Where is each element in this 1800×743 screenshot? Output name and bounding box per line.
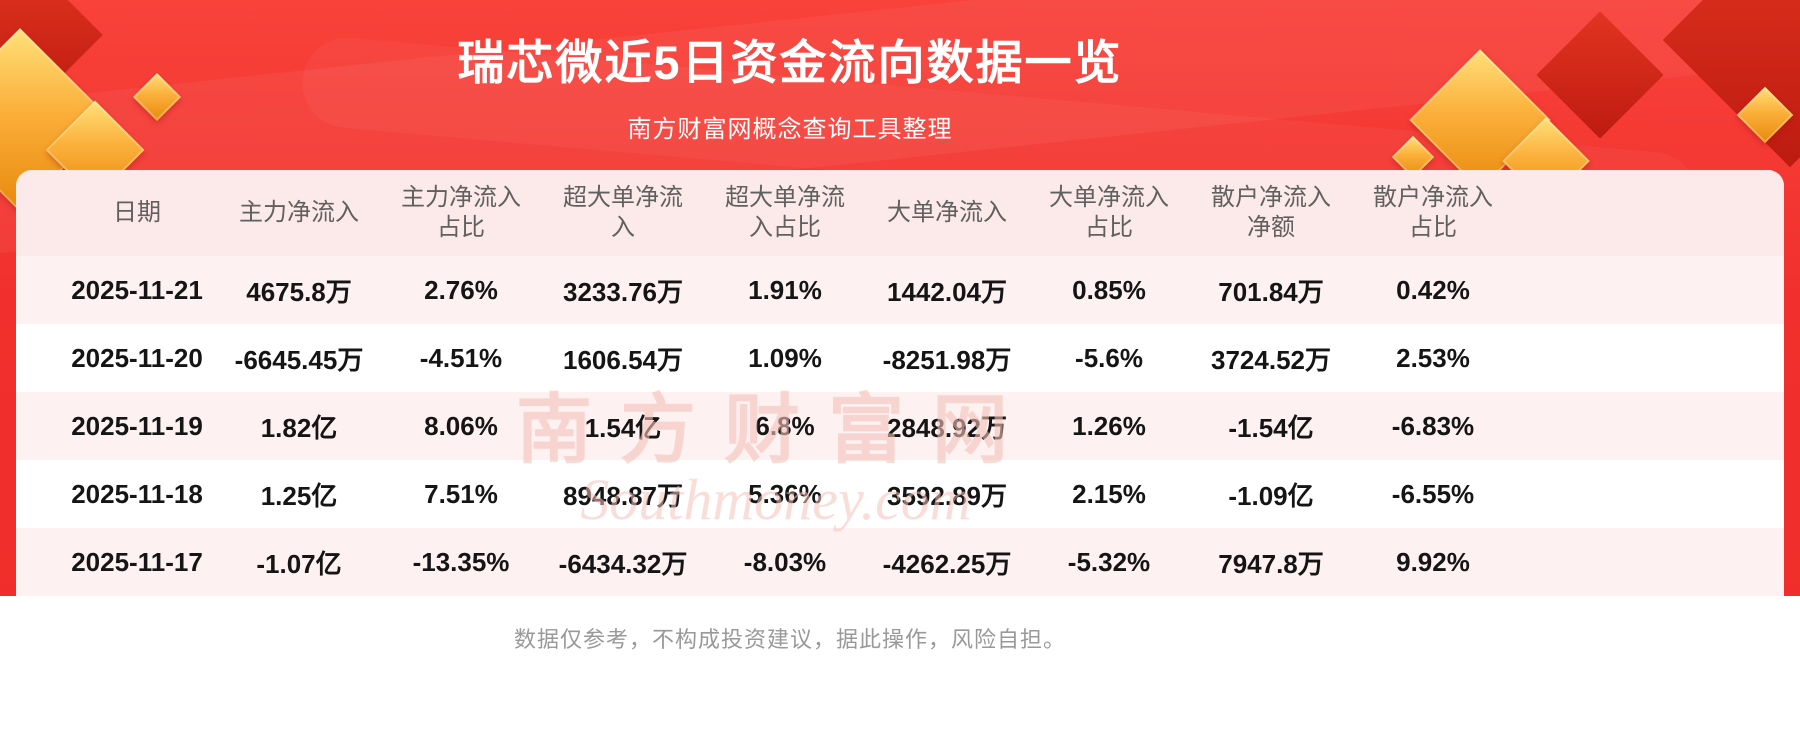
table-body: 2025-11-21 4675.8万 2.76% 3233.76万 1.91% 1442.… [16,256,1784,596]
table-row: 2025-11-19 1.82亿 8.06% 1.54亿 6.8% 2848.92万 1.2… [16,392,1784,460]
value-cell: -6434.32万 [558,548,688,579]
value-cell: 0.42% [1396,274,1470,305]
value-cell: -5.6% [1075,342,1143,373]
value-cell: -4262.25万 [882,548,1012,579]
value-cell: -1.07亿 [256,548,342,579]
value-cell: 1.09% [748,342,822,373]
table-row: 2025-11-20 -6645.45万 -4.51% 1606.54万 1.09% -8… [16,324,1784,392]
value-cell: 1.82亿 [260,412,338,443]
column-header: 超大单净流入 [563,184,683,241]
value-cell: 2.76% [424,274,498,305]
page-subtitle: 南方财富网概念查询工具整理 [627,116,953,143]
column-header: 大单净流入 [887,199,1007,226]
value-cell: -8.03% [743,546,827,577]
value-cell: 1.54亿 [584,412,662,443]
column-header: 日期 [113,199,161,226]
value-cell: -6.83% [1391,410,1475,441]
value-cell: -5.32% [1067,546,1151,577]
value-cell: 3592.89万 [887,480,1007,511]
value-cell: -6645.45万 [234,344,364,375]
value-cell: 8.06% [424,410,498,441]
value-cell: 3724.52万 [1211,344,1331,375]
value-cell: -1.54亿 [1228,412,1314,443]
value-cell: 1442.04万 [887,276,1007,307]
value-cell: 1606.54万 [563,344,683,375]
column-header: 超大单净流入占比 [725,184,845,241]
date-cell: 2025-11-20 [71,342,203,373]
value-cell: 1.25亿 [260,480,338,511]
footer: 数据仅参考，不构成投资建议，据此操作，风险自担。 [0,596,1800,743]
value-cell: 2.53% [1396,342,1470,373]
date-cell: 2025-11-17 [71,546,203,577]
value-cell: 4675.8万 [246,276,352,307]
date-cell: 2025-11-18 [71,478,203,509]
table-row: 2025-11-21 4675.8万 2.76% 3233.76万 1.91% 1442.… [16,256,1784,324]
table-row: 2025-11-18 1.25亿 7.51% 8948.87万 5.36% 3592.89… [16,460,1784,528]
value-cell: 9.92% [1396,546,1470,577]
column-header: 主力净流入 [239,199,359,226]
ribbon-decoration-far-right [1662,0,1800,168]
value-cell: 8948.87万 [563,480,683,511]
value-cell: -6.55% [1391,478,1475,509]
column-header: 散户净流入净额 [1211,184,1331,241]
value-cell: 7.51% [424,478,498,509]
value-cell: 2.15% [1072,478,1146,509]
value-cell: 6.8% [755,410,815,441]
table-header-row: 日期 主力净流入 主力净流入占比 超大单净流入 超大单净流入占比 大单净流入 大单净流入占比… [16,170,1784,256]
value-cell: 0.85% [1072,274,1146,305]
value-cell: 701.84万 [1218,276,1324,307]
value-cell: 2848.92万 [887,412,1007,443]
column-header: 散户净流入占比 [1373,184,1493,241]
column-header: 大单净流入占比 [1049,184,1169,241]
value-cell: 3233.76万 [563,276,683,307]
value-cell: -8251.98万 [882,344,1012,375]
date-cell: 2025-11-21 [71,274,203,305]
value-cell: 5.36% [748,478,822,509]
value-cell: -4.51% [419,342,503,373]
value-cell: 7947.8万 [1218,548,1324,579]
column-header: 主力净流入占比 [401,184,521,241]
value-cell: -1.09亿 [1228,480,1314,511]
value-cell: -13.35% [412,546,510,577]
table-row: 2025-11-17 -1.07亿 -13.35% -6434.32万 -8.03% -4… [16,528,1784,596]
data-table: 日期 主力净流入 主力净流入占比 超大单净流入 超大单净流入占比 大单净流入 大单净流入占比… [16,170,1784,596]
page-title: 瑞芯微近5日资金流向数据一览 [457,36,1123,89]
value-cell: 1.26% [1072,410,1146,441]
title-zone: 瑞芯微近5日资金流向数据一览 南方财富网概念查询工具整理 [0,0,1580,144]
value-cell: 1.91% [748,274,822,305]
disclaimer-text: 数据仅参考，不构成投资建议，据此操作，风险自担。 [513,627,1066,652]
date-cell: 2025-11-19 [71,410,203,441]
